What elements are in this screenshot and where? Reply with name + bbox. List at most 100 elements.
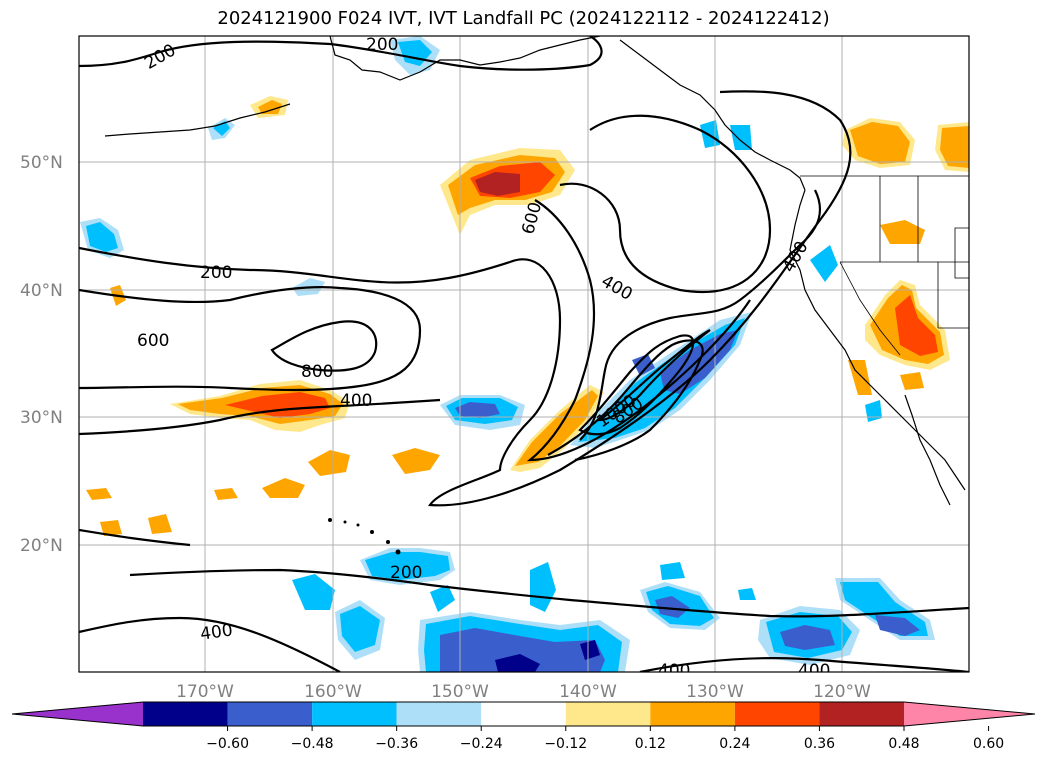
contour-200-north xyxy=(79,36,603,71)
lon-label: 130°W xyxy=(686,682,744,702)
shade-region xyxy=(515,390,598,466)
shade-region xyxy=(475,172,520,196)
shade-region xyxy=(632,354,655,376)
colorbar-segment xyxy=(819,702,904,726)
lat-label: 20°N xyxy=(20,536,63,556)
contour-label: 200 xyxy=(366,35,398,55)
shade-region xyxy=(214,488,238,500)
state-border xyxy=(839,261,901,356)
lon-label: 170°W xyxy=(176,682,234,702)
contour-label: 400 xyxy=(340,391,372,411)
shade-region xyxy=(365,552,450,580)
shade-region xyxy=(392,448,440,474)
ivt-contours xyxy=(79,36,969,672)
shade-region xyxy=(100,520,122,536)
contour-600-c xyxy=(547,339,704,462)
shade-region xyxy=(730,125,752,150)
shade-region xyxy=(810,245,838,282)
colorbar-extend-high xyxy=(904,702,1035,726)
map-frame xyxy=(78,35,970,673)
shade-region xyxy=(580,640,600,660)
shade-region xyxy=(430,585,455,612)
shade-region xyxy=(308,450,350,476)
colorbar-tick-label: −0.12 xyxy=(544,736,587,752)
shade-region xyxy=(225,392,330,418)
colorbar-segment xyxy=(312,702,397,726)
shade-region xyxy=(780,625,835,650)
colorbar-tick-label: −0.48 xyxy=(291,736,334,752)
shade-region xyxy=(530,562,556,612)
contour-400-diag xyxy=(579,189,822,441)
shade-region xyxy=(292,574,335,610)
contour-600-b xyxy=(526,199,751,462)
contour-label: 800 xyxy=(301,362,333,382)
colorbar-outline xyxy=(11,701,1036,727)
shade-region xyxy=(86,222,118,252)
lon-label: 160°W xyxy=(304,682,362,702)
shade-region xyxy=(440,628,605,672)
latitude-labels: 50°N 40°N 30°N 20°N xyxy=(20,153,63,556)
contour-800-inner xyxy=(578,334,695,436)
contour-400-south xyxy=(79,616,969,672)
colorbar-tick-label: 0.24 xyxy=(719,736,750,752)
lon-label: 140°W xyxy=(559,682,617,702)
colorbar-segment xyxy=(734,702,820,726)
alaska-coast xyxy=(329,36,601,81)
colorbar-tick-label: 0.60 xyxy=(973,736,1004,752)
shade-region xyxy=(262,478,305,498)
shade-region xyxy=(455,402,500,418)
shade-region xyxy=(900,372,924,390)
shade-region xyxy=(86,488,112,500)
colorbar-tick-label: 0.48 xyxy=(888,736,919,752)
shade-region xyxy=(850,122,910,164)
lat-label: 30°N xyxy=(20,408,63,428)
colorbar-segment xyxy=(143,702,228,726)
coastlines xyxy=(104,36,966,506)
shade-region xyxy=(258,100,282,114)
lat-label: 40°N xyxy=(20,281,63,301)
us-coast xyxy=(789,189,966,491)
contour-400-low xyxy=(79,398,441,436)
state-border xyxy=(954,227,969,279)
contour-200-south xyxy=(79,528,969,618)
longitude-labels: 170°W 160°W 150°W 140°W 130°W 120°W xyxy=(176,682,871,702)
lon-label: 150°W xyxy=(431,682,489,702)
shade-region xyxy=(660,562,685,580)
contour-label: 200 xyxy=(200,263,232,283)
colorbar-segment xyxy=(396,702,482,726)
shade-region xyxy=(148,514,172,534)
colorbar-extend-low xyxy=(12,702,143,726)
contour-label: 600 xyxy=(137,331,169,351)
contour-label: 200 xyxy=(390,563,422,583)
shade-region xyxy=(940,126,969,168)
colorbar-tick-label: −0.60 xyxy=(206,736,249,752)
shade-region xyxy=(738,588,756,600)
map-title: 2024121900 F024 IVT, IVT Landfall PC (20… xyxy=(217,8,830,29)
colorbar-segment xyxy=(481,702,566,726)
contour-label: 400 xyxy=(658,661,690,681)
colorbar-segment xyxy=(565,702,651,726)
hawaii-islands xyxy=(328,518,401,555)
colorbar-segment xyxy=(227,702,313,726)
colorbar-tick-label: −0.36 xyxy=(375,736,418,752)
colorbar-tick-label: −0.24 xyxy=(460,736,503,752)
lon-label: 120°W xyxy=(813,682,871,702)
graticule xyxy=(79,36,969,672)
shade-region xyxy=(875,615,920,636)
contour-label: 400 xyxy=(798,661,830,681)
shade-region xyxy=(880,220,925,244)
lat-label: 50°N xyxy=(20,153,63,173)
borders xyxy=(800,175,969,356)
shade-region xyxy=(340,606,380,652)
bc-coast xyxy=(619,39,806,191)
colorbar-segment xyxy=(650,702,735,726)
contour-400-upper xyxy=(559,114,772,293)
contour-200-mid xyxy=(79,90,852,507)
shade-region xyxy=(495,654,540,672)
contour-600-a xyxy=(79,286,422,392)
contour-1000 xyxy=(596,329,711,422)
contour-800 xyxy=(270,320,378,372)
colorbar-tick-label: 0.12 xyxy=(635,736,666,752)
shade-region xyxy=(655,596,690,618)
